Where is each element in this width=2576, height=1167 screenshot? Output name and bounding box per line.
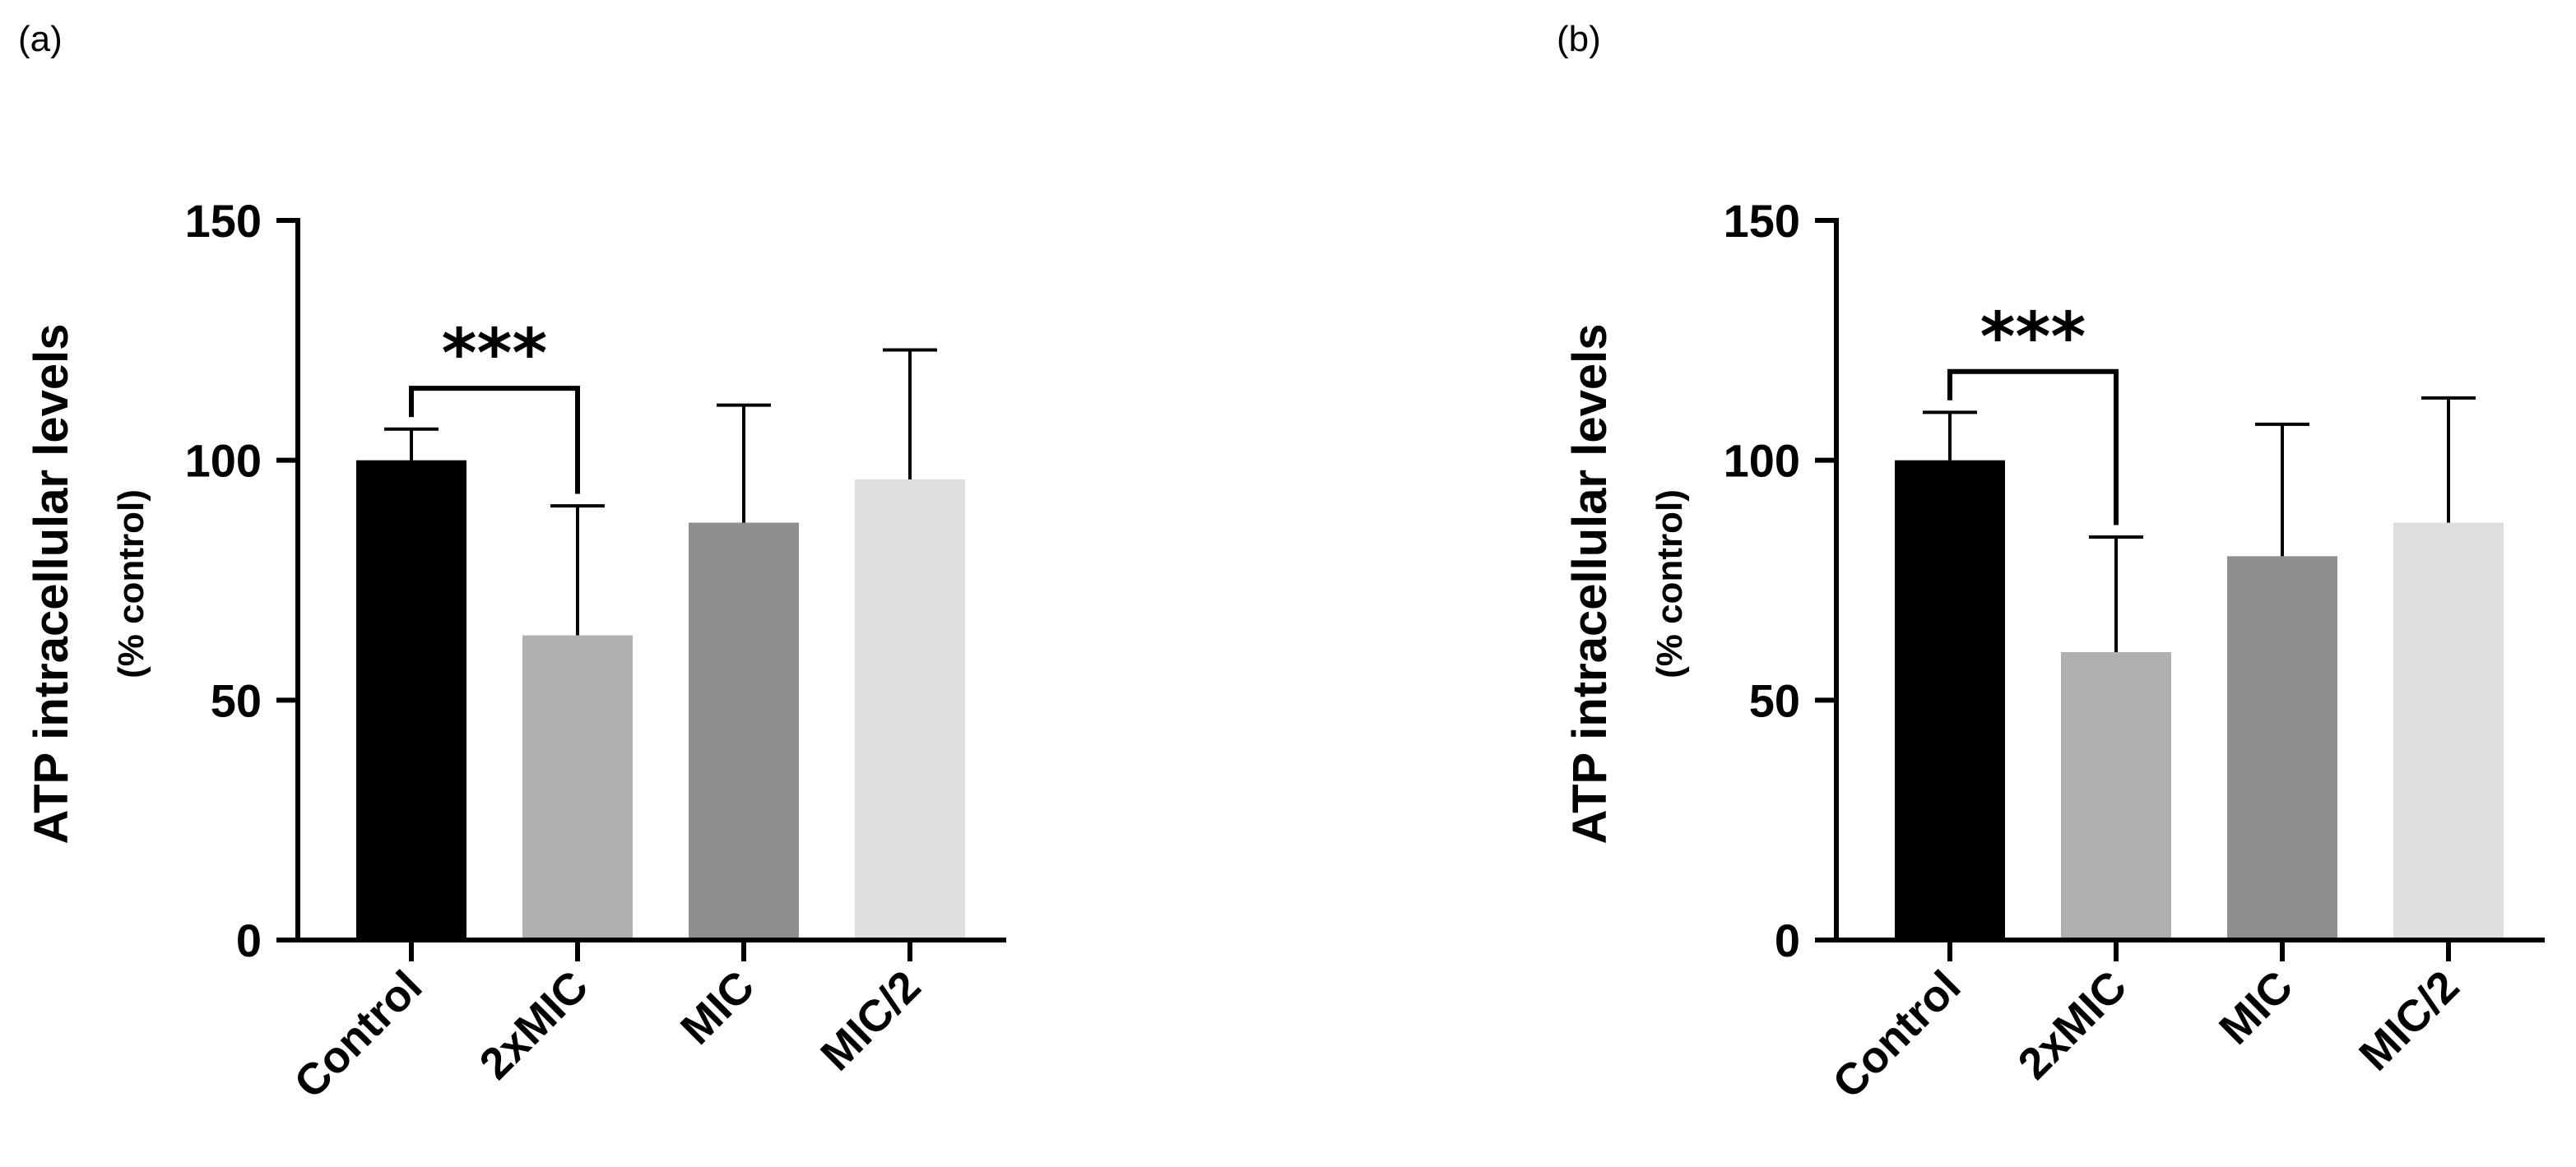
panel-a-bar-mic	[689, 522, 799, 940]
panel-b-significance-label: ***	[1980, 299, 2086, 377]
panel-b-significance-bracket	[1947, 368, 2119, 526]
panel-a-y-tick-label-2: 100	[185, 435, 262, 487]
panel-b-bar-mic-2	[2393, 522, 2504, 940]
panel-b-category-label-3: MIC/2	[2350, 961, 2468, 1080]
panel-b: (b) ATP intracellular levels (% control)…	[1557, 19, 2545, 1108]
panel-b-category-label-2: MIC	[2210, 961, 2302, 1054]
panel-a-bar-2xmic	[522, 635, 633, 940]
panel-a-category-label-3: MIC/2	[811, 961, 930, 1080]
panel-b-y-ticks: 0 50 100 150	[1724, 195, 1836, 966]
panel-a-label: (a)	[18, 19, 63, 59]
panel-a-significance: ***	[409, 315, 580, 494]
panel-b-error-bar-0	[1923, 410, 1977, 461]
panel-b-y-axis-sublabel: (% control)	[1650, 489, 1690, 678]
panel-b-bar-2xmic	[2061, 652, 2171, 940]
panel-a-error-bar-2	[717, 403, 771, 523]
panel-a-bar-control	[356, 460, 466, 940]
panel-b-label: (b)	[1557, 19, 1601, 59]
panel-b-y-tick-label-2: 100	[1724, 435, 1800, 487]
panel-b-y-tick-label-3: 150	[1724, 195, 1800, 247]
panel-a-category-label-1: 2xMIC	[471, 961, 598, 1089]
panel-a-category-labels: Control 2xMIC MIC MIC/2	[285, 940, 930, 1108]
panel-b-category-label-0: Control	[1823, 961, 1970, 1108]
panel-b-error-bar-2	[2255, 422, 2309, 557]
panel-b-bar-mic	[2227, 556, 2337, 940]
panel-b-significance: ***	[1947, 299, 2119, 526]
panel-a-y-axis-label: ATP intracellular levels	[25, 324, 78, 845]
panel-a-category-label-2: MIC	[671, 961, 764, 1054]
panel-b-y-tick-label-0: 0	[1775, 915, 1800, 966]
panel-a-y-axis-sublabel: (% control)	[111, 489, 151, 678]
panel-b-error-bars	[1923, 396, 2476, 652]
panel-b-y-axis-label: ATP intracellular levels	[1563, 324, 1617, 845]
panel-a-error-bar-3	[883, 348, 937, 479]
panel-a-y-tick-label-3: 150	[185, 195, 262, 247]
panel-a-y-axis-title: ATP intracellular levels (% control)	[25, 324, 151, 845]
panel-b-bar-control	[1895, 460, 2005, 940]
panel-a-bars	[356, 460, 965, 940]
panel-a-error-bar-1	[550, 504, 605, 636]
panel-b-y-axis-title: ATP intracellular levels (% control)	[1563, 324, 1690, 845]
panel-a-y-ticks: 0 50 100 150	[185, 195, 298, 966]
panel-a-error-bar-0	[384, 427, 439, 461]
panel-b-error-bar-3	[2421, 396, 2476, 523]
panel-a-category-label-0: Control	[285, 961, 431, 1108]
panel-a-bar-mic-2	[855, 479, 965, 940]
panel-b-category-labels: Control 2xMIC MIC MIC/2	[1823, 940, 2468, 1108]
panel-a: (a) ATP intracellular levels (% control)…	[18, 19, 1006, 1108]
panel-a-y-tick-label-0: 0	[236, 915, 262, 966]
panel-a-y-tick-label-1: 50	[211, 674, 262, 726]
panel-a-significance-bracket	[409, 386, 580, 494]
panel-a-error-bars	[384, 348, 937, 636]
panel-b-category-label-1: 2xMIC	[2009, 961, 2137, 1089]
panel-b-error-bar-1	[2089, 535, 2143, 652]
panel-b-bars	[1895, 460, 2504, 940]
panel-a-significance-label: ***	[442, 315, 548, 393]
panel-b-y-tick-label-1: 50	[1749, 674, 1800, 726]
